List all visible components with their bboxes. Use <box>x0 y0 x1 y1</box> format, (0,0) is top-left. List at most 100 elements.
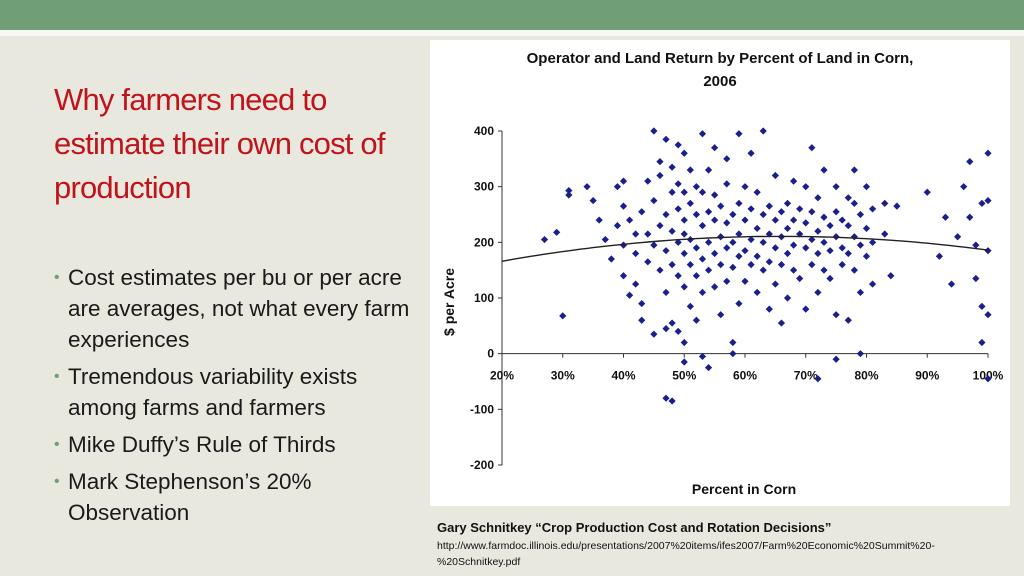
data-point <box>662 210 670 219</box>
data-point <box>808 208 816 216</box>
data-point <box>984 149 992 157</box>
data-point <box>632 230 640 238</box>
url-line-2[interactable]: %20Schnitkey.pdf <box>437 556 521 568</box>
data-point <box>771 280 779 288</box>
data-point <box>619 202 628 210</box>
data-point <box>814 227 822 235</box>
data-point <box>850 166 858 174</box>
data-point <box>729 263 737 271</box>
data-point <box>680 283 688 291</box>
data-point <box>765 305 773 313</box>
data-point <box>680 188 688 196</box>
data-point <box>692 244 700 252</box>
bullet-text: Mark Stephenson’s 20% Observation <box>68 469 312 525</box>
data-point <box>680 216 688 224</box>
data-point <box>783 249 792 258</box>
x-tick-label: 20% <box>490 369 514 383</box>
data-point <box>881 199 889 207</box>
data-point <box>650 196 658 205</box>
data-point <box>711 249 719 258</box>
data-point <box>735 130 743 138</box>
data-point <box>820 238 828 246</box>
data-point <box>717 261 725 269</box>
y-tick-label: 400 <box>474 124 494 138</box>
bullet-icon: • <box>54 473 60 490</box>
data-point <box>790 216 798 224</box>
data-point <box>638 299 646 308</box>
chart-title-line-1: Operator and Land Return by Percent of L… <box>527 50 914 67</box>
data-point <box>777 261 786 269</box>
data-point <box>893 202 901 210</box>
data-point <box>735 199 743 207</box>
data-point <box>972 241 980 249</box>
data-point <box>668 227 676 235</box>
data-point <box>723 155 731 163</box>
data-point <box>638 316 646 324</box>
data-point <box>680 230 688 238</box>
data-point <box>771 244 779 252</box>
data-point <box>802 244 810 252</box>
data-point <box>771 171 779 180</box>
data-point <box>759 127 767 135</box>
data-point <box>832 208 840 216</box>
data-point <box>765 202 773 210</box>
data-point <box>540 235 549 244</box>
data-point <box>729 350 737 358</box>
data-point <box>662 135 670 143</box>
data-point <box>632 280 640 288</box>
data-point <box>668 397 676 405</box>
data-point <box>747 261 755 269</box>
data-point <box>559 312 567 320</box>
data-point <box>674 141 682 149</box>
data-point <box>565 191 573 199</box>
x-axis-label: Percent in Corn <box>692 481 796 497</box>
y-tick-label: 300 <box>474 180 494 194</box>
source-url[interactable]: http://www.farmdoc.illinois.edu/presenta… <box>437 538 1017 570</box>
data-point <box>662 394 670 402</box>
data-point <box>960 183 968 191</box>
data-point <box>850 233 858 241</box>
data-point <box>741 183 749 191</box>
data-point <box>814 288 822 297</box>
data-point <box>844 194 852 202</box>
data-point <box>868 205 877 213</box>
data-point <box>747 205 755 213</box>
data-point <box>935 252 943 260</box>
y-tick-label: 100 <box>474 291 494 305</box>
data-point <box>711 144 719 152</box>
data-point <box>662 325 670 333</box>
data-point <box>814 375 822 383</box>
data-point <box>565 186 573 195</box>
data-point <box>674 205 682 213</box>
data-point <box>704 266 713 274</box>
bullet-icon: • <box>54 436 60 453</box>
data-point <box>698 352 707 361</box>
data-point <box>808 235 816 244</box>
data-point <box>941 213 950 221</box>
data-point <box>729 238 737 246</box>
data-point <box>838 216 846 224</box>
data-point <box>844 316 852 324</box>
data-point <box>741 247 749 255</box>
data-point <box>954 233 962 241</box>
bullet-list: • Cost estimates per bu or per acre are a… <box>52 262 412 534</box>
data-point <box>729 210 737 219</box>
data-point <box>984 311 992 319</box>
y-tick-label: -100 <box>470 402 494 416</box>
y-tick-label: 0 <box>487 347 494 361</box>
data-point <box>625 291 634 299</box>
data-point <box>704 166 713 174</box>
data-point <box>656 222 664 230</box>
data-point <box>583 183 591 191</box>
url-line-1[interactable]: http://www.farmdoc.illinois.edu/presenta… <box>437 540 935 552</box>
data-point <box>674 180 682 188</box>
data-point <box>668 319 676 327</box>
data-point <box>741 216 749 224</box>
data-point <box>698 255 707 263</box>
data-point <box>783 199 792 207</box>
data-point <box>923 188 931 196</box>
data-point <box>704 238 713 246</box>
data-point <box>662 288 670 297</box>
data-point <box>650 330 658 338</box>
data-point <box>966 158 974 166</box>
